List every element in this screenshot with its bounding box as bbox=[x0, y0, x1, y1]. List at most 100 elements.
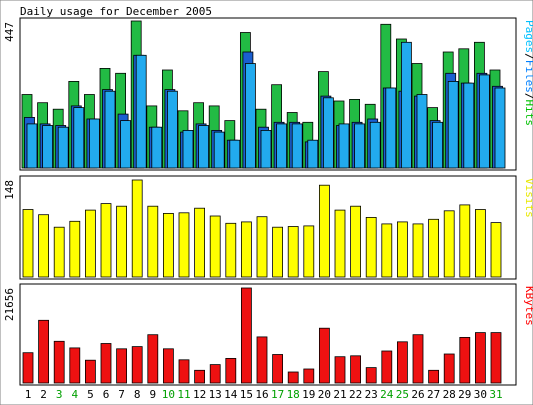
visits-bar: Visits 14: 82 bbox=[225, 222, 237, 278]
pages-bar: Pages 23: 140 bbox=[369, 121, 381, 169]
kbytes-bar: KBytes 27: 2900 bbox=[428, 369, 440, 384]
kbytes-bar: KBytes 4: 8000 bbox=[69, 347, 81, 384]
day-label: 16 bbox=[255, 388, 268, 401]
visits-bar: Visits 18: 77 bbox=[287, 226, 299, 278]
visits-bar: Visits 4: 85 bbox=[69, 220, 81, 278]
visits-bar: Visits 27: 88 bbox=[428, 218, 440, 278]
kbytes-bar: KBytes 26: 11000 bbox=[412, 334, 424, 384]
day-label: 21 bbox=[333, 388, 346, 401]
day-label: 2 bbox=[40, 388, 47, 401]
day-label: 4 bbox=[71, 388, 78, 401]
visits-bar: Visits 29: 110 bbox=[459, 204, 471, 278]
visits-bar: Visits 19: 78 bbox=[303, 225, 315, 278]
pages-bar: Pages 24: 245 bbox=[385, 87, 397, 169]
series-label-part: Hits bbox=[523, 100, 533, 127]
series-label-visits: Visits bbox=[523, 178, 533, 218]
visits-bar: Visits 30: 103 bbox=[474, 209, 486, 278]
kbytes-bar: KBytes 21: 6000 bbox=[334, 356, 346, 384]
visits-bar: Visits 12: 105 bbox=[194, 207, 206, 278]
pages-bar: Pages 22: 135 bbox=[354, 123, 366, 169]
visits-bar: Visits 9: 108 bbox=[147, 205, 159, 278]
kbytes-bar: KBytes 31: 11500 bbox=[490, 332, 502, 384]
panel-visits: Visits 1: 103 Visits 2: 95 Visits 3: 76 Vis… bbox=[3, 175, 533, 280]
day-label: 10 bbox=[162, 388, 175, 401]
day-label: 14 bbox=[224, 388, 238, 401]
series-label-part: / bbox=[523, 53, 533, 60]
pages-bar: Pages 15: 320 bbox=[244, 63, 256, 169]
day-label: 15 bbox=[240, 388, 253, 401]
kbytes-bar: KBytes 10: 7800 bbox=[162, 348, 174, 384]
visits-bar: Visits 3: 76 bbox=[53, 226, 65, 278]
day-label: 31 bbox=[489, 388, 502, 401]
pages-bar: Pages 26: 225 bbox=[416, 94, 428, 169]
kbytes-bar: KBytes 17: 6500 bbox=[272, 354, 284, 384]
day-label: 29 bbox=[458, 388, 471, 401]
day-label: 8 bbox=[134, 388, 141, 401]
visits-bar: Visits 21: 102 bbox=[334, 209, 346, 278]
pages-bar: Pages 14: 85 bbox=[229, 139, 241, 169]
kbytes-bar: KBytes 24: 7300 bbox=[381, 350, 393, 384]
max-value-label: 447 bbox=[3, 22, 16, 42]
kbytes-bar: KBytes 15: 21656 bbox=[240, 287, 252, 384]
kbytes-bar: KBytes 18: 2500 bbox=[287, 371, 299, 384]
day-label: 9 bbox=[149, 388, 156, 401]
kbytes-bar: KBytes 22: 6200 bbox=[350, 355, 362, 384]
visits-bar: Visits 20: 140 bbox=[318, 184, 330, 278]
kbytes-bar: KBytes 14: 5600 bbox=[225, 357, 237, 384]
day-label: 30 bbox=[474, 388, 487, 401]
max-value-label: 21656 bbox=[3, 288, 16, 321]
visits-bar: Visits 13: 93 bbox=[209, 215, 221, 278]
day-label: 7 bbox=[118, 388, 125, 401]
visits-bar: Visits 15: 84 bbox=[240, 221, 252, 278]
kbytes-bar: KBytes 30: 11500 bbox=[474, 332, 486, 384]
series-label-part: / bbox=[523, 93, 533, 100]
pages-bar: Pages 6: 235 bbox=[104, 90, 116, 169]
kbytes-bar: KBytes 16: 10500 bbox=[256, 336, 268, 384]
pages-bar: Pages 21: 135 bbox=[338, 123, 350, 169]
kbytes-bar: KBytes 20: 12500 bbox=[318, 327, 330, 384]
pages-bar: Pages 10: 235 bbox=[166, 90, 178, 169]
kbytes-bar: KBytes 2: 14300 bbox=[38, 319, 49, 384]
chart-title: Daily usage for December 2005 bbox=[20, 5, 212, 18]
kbytes-bar: KBytes 25: 9400 bbox=[396, 341, 408, 384]
day-label: 1 bbox=[25, 388, 32, 401]
kbytes-bar: KBytes 28: 6600 bbox=[443, 353, 455, 384]
day-label: 18 bbox=[287, 388, 300, 401]
visits-bar: Visits 8: 148 bbox=[131, 179, 143, 278]
visits-bar: Visits 28: 101 bbox=[443, 210, 455, 278]
kbytes-bar: KBytes 12: 2900 bbox=[194, 369, 206, 384]
day-label: 17 bbox=[271, 388, 284, 401]
series-label-part: Files bbox=[523, 60, 533, 93]
series-label-part: KBytes bbox=[523, 286, 533, 326]
day-label: 23 bbox=[365, 388, 378, 401]
day-label: 24 bbox=[380, 388, 394, 401]
series-label-part: Visits bbox=[523, 178, 533, 218]
pages-bar: Pages 8: 345 bbox=[135, 54, 147, 169]
series-label-part: Pages bbox=[523, 20, 533, 53]
kbytes-bar: KBytes 9: 11000 bbox=[147, 334, 159, 384]
kbytes-bar: KBytes 1: 6900 bbox=[22, 352, 34, 384]
kbytes-bar: KBytes 29: 10400 bbox=[459, 336, 471, 384]
day-label: 19 bbox=[302, 388, 315, 401]
day-label: 27 bbox=[427, 388, 440, 401]
day-label: 20 bbox=[318, 388, 331, 401]
day-label: 22 bbox=[349, 388, 362, 401]
pages-bar: Pages 30: 285 bbox=[478, 74, 490, 169]
day-label: 25 bbox=[396, 388, 409, 401]
pages-bar: Pages 31: 245 bbox=[494, 87, 506, 169]
kbytes-bar: KBytes 19: 3200 bbox=[303, 368, 315, 384]
pages-bar: Pages 2: 130 bbox=[42, 125, 53, 169]
visits-bar: Visits 22: 108 bbox=[350, 205, 362, 278]
visits-bar: Visits 17: 76 bbox=[272, 226, 284, 278]
visits-bar: Visits 26: 81 bbox=[412, 223, 424, 278]
day-label: 26 bbox=[411, 388, 424, 401]
visits-bar: Visits 10: 97 bbox=[162, 212, 174, 278]
pages-bar: Pages 1: 135 bbox=[26, 123, 38, 169]
visits-bar: Visits 24: 81 bbox=[381, 223, 393, 278]
visits-bar: Visits 5: 102 bbox=[85, 209, 96, 278]
visits-bar: Visits 1: 103 bbox=[22, 209, 34, 278]
max-value-label: 148 bbox=[3, 180, 16, 200]
visits-bar: Visits 7: 108 bbox=[116, 205, 127, 278]
panel-kbytes: KBytes 1: 6900 KBytes 2: 14300 KBytes 3: 9… bbox=[3, 283, 533, 386]
